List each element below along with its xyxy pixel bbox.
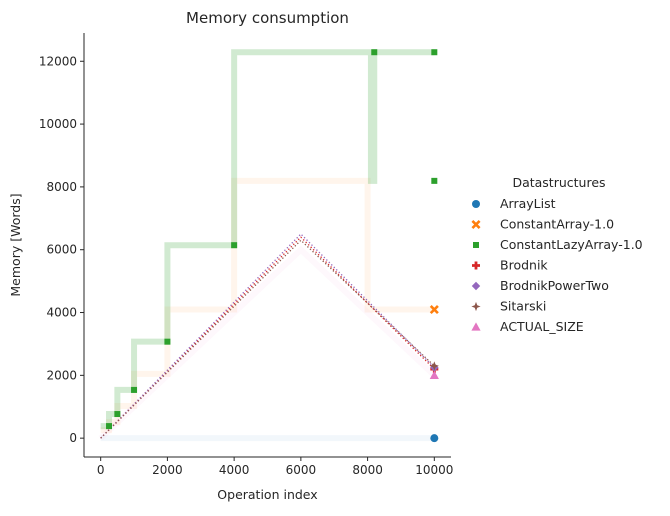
- y-tick-label: 12000: [39, 54, 77, 68]
- legend-item-arraylist-marker-shape: [472, 200, 480, 208]
- legend-item-brodnik-marker: [472, 261, 480, 270]
- legend-item-constantlazyarray-1-0-marker: [473, 242, 479, 248]
- legend-item-constantlazyarray-1-0-marker-shape: [473, 242, 479, 248]
- series-constantlazyarray-1-0-point: [231, 242, 238, 249]
- x-tick-label: 4000: [219, 463, 250, 477]
- series-constantlazyarray-1-0-line: [100, 49, 435, 430]
- series-constantlazyarray-1-0-point-shape: [106, 423, 113, 430]
- legend-item-brodnik-label: Brodnik: [500, 258, 548, 273]
- series-constantlazyarray-1-0-point-shape: [431, 49, 438, 56]
- series-sitarski-point-shape: [429, 361, 439, 371]
- series-actual-size-point: [429, 370, 439, 380]
- legend-item-actual-size-label: ACTUAL_SIZE: [500, 319, 584, 334]
- x-tick-label: 6000: [286, 463, 317, 477]
- legend-item-constantlazyarray-1-0-label: ConstantLazyArray-1.0: [500, 237, 643, 252]
- plot-area: [98, 49, 437, 442]
- legend-item-constantarray-1-0-label: ConstantArray-1.0: [500, 217, 614, 232]
- y-tick-label: 4000: [46, 306, 77, 320]
- series-actual-size-point-shape: [429, 370, 439, 380]
- series-constantlazyarray-1-0-point: [431, 177, 438, 184]
- legend-item-brodnik-marker-shape: [472, 261, 480, 270]
- legend-item-brodnikpowertwo-marker-shape: [471, 281, 481, 291]
- x-tick-label: 10000: [415, 463, 453, 477]
- y-tick-label: 8000: [46, 180, 77, 194]
- y-tick-label: 6000: [46, 243, 77, 257]
- series-constantlazyarray-1-0-point-shape: [131, 386, 138, 393]
- series-constantarray-1-0-line: [100, 177, 435, 434]
- series-constantlazyarray-1-0-point: [106, 423, 113, 430]
- legend-item-brodnikpowertwo-marker: [471, 281, 481, 291]
- x-tick-label: 2000: [152, 463, 183, 477]
- legend-item-sitarski-marker: [471, 301, 481, 312]
- series-constantlazyarray-1-0-point: [164, 338, 171, 345]
- series-constantarray-1-0-point-shape: [429, 304, 439, 315]
- legend-item-constantlazyarray-1-0: ConstantLazyArray-1.0: [473, 237, 643, 252]
- y-tick-label: 2000: [46, 368, 77, 382]
- legend-item-brodnikpowertwo-label: BrodnikPowerTwo: [500, 278, 609, 293]
- series-constantlazyarray-1-0-point-shape: [371, 49, 378, 56]
- series-constantlazyarray-1-0-point-shape: [164, 338, 171, 345]
- x-axis-label: Operation index: [217, 487, 317, 502]
- series-constantlazyarray-1-0-point: [371, 49, 378, 56]
- legend-item-constantarray-1-0: ConstantArray-1.0: [471, 217, 614, 232]
- legend-item-sitarski: Sitarski: [471, 299, 546, 314]
- series-constantlazyarray-1-0-point-shape: [431, 177, 438, 184]
- legend-item-constantarray-1-0-marker-shape: [471, 219, 481, 230]
- series-actual-size-line: [98, 245, 437, 441]
- legend-item-arraylist-label: ArrayList: [500, 196, 556, 211]
- legend: Datastructures ArrayList ConstantArray-1.0…: [471, 175, 643, 334]
- series-brodnik-line: [100, 236, 435, 439]
- y-tick-label: 0: [69, 431, 77, 445]
- series-constantlazyarray-1-0-point-shape: [231, 242, 238, 249]
- legend-item-brodnik: Brodnik: [472, 258, 548, 273]
- series-brodnikpowertwo-line: [100, 233, 435, 439]
- series-constantlazyarray-1-0-point: [131, 386, 138, 393]
- legend-title: Datastructures: [512, 175, 605, 190]
- series-arraylist-point: [430, 434, 439, 443]
- series-sitarski-line: [100, 239, 435, 439]
- legend-item-sitarski-marker-shape: [471, 301, 481, 312]
- y-axis-label: Memory [Words]: [8, 193, 23, 296]
- legend-item-sitarski-label: Sitarski: [500, 299, 546, 314]
- legend-item-arraylist: ArrayList: [472, 196, 556, 211]
- series-sitarski-point: [429, 361, 439, 371]
- x-tick-label: 0: [97, 463, 105, 477]
- series-constantlazyarray-1-0-point-shape: [114, 411, 121, 418]
- legend-item-constantarray-1-0-marker: [471, 219, 481, 230]
- series-constantlazyarray-1-0-point: [114, 411, 121, 418]
- legend-item-actual-size: ACTUAL_SIZE: [471, 319, 584, 334]
- chart-title: Memory consumption: [186, 9, 349, 27]
- x-tick-label: 8000: [352, 463, 383, 477]
- legend-item-brodnikpowertwo: BrodnikPowerTwo: [471, 278, 609, 293]
- series-constantlazyarray-1-0-point: [431, 49, 438, 56]
- y-tick-label: 10000: [39, 117, 77, 131]
- series-arraylist-point-shape: [430, 434, 439, 443]
- series-constantarray-1-0-point: [429, 304, 439, 315]
- legend-item-actual-size-marker: [471, 322, 481, 331]
- legend-item-actual-size-marker-shape: [471, 322, 481, 331]
- legend-item-arraylist-marker: [472, 200, 480, 208]
